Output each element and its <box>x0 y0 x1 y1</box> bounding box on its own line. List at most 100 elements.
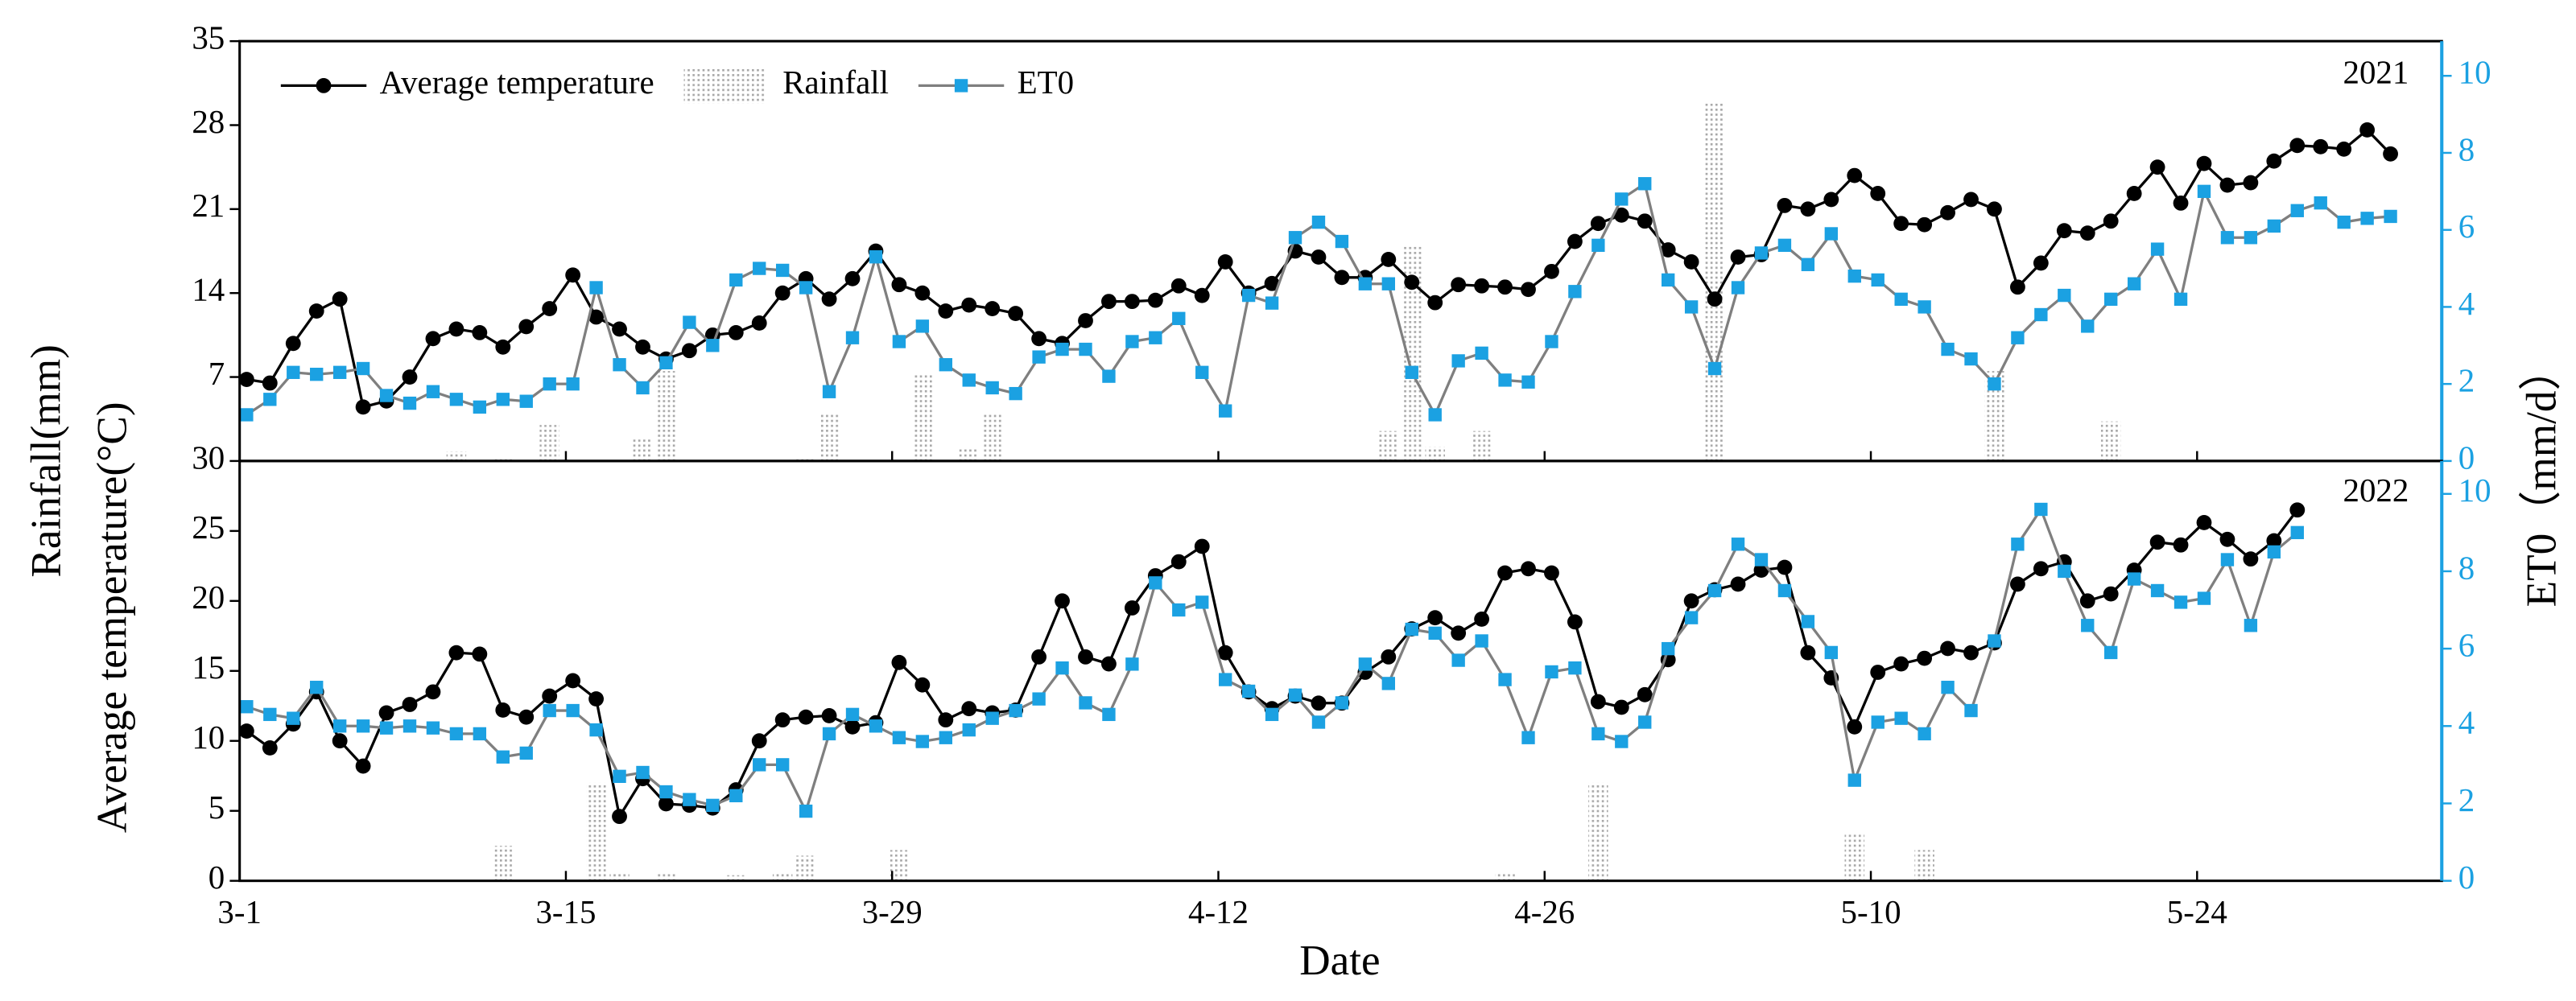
point <box>496 750 510 764</box>
point <box>2174 595 2188 609</box>
point <box>706 339 720 352</box>
y-tick-label: 7 <box>208 356 225 392</box>
point <box>799 804 813 818</box>
point <box>2266 533 2282 549</box>
point <box>2220 553 2235 566</box>
y2-axis-label: ET0（mm/d） <box>2517 348 2565 607</box>
rain-bar <box>493 457 514 461</box>
point <box>1195 365 1209 379</box>
point <box>683 315 696 329</box>
point <box>1941 681 1955 694</box>
point <box>751 315 767 331</box>
rain-bar <box>1378 430 1399 461</box>
point <box>542 301 558 316</box>
point <box>1754 553 1769 566</box>
point <box>495 702 511 718</box>
point <box>775 758 790 772</box>
point <box>2197 184 2211 199</box>
point <box>751 733 767 749</box>
point <box>1777 238 1792 253</box>
point <box>332 733 348 749</box>
point <box>565 267 581 283</box>
point <box>2313 138 2329 154</box>
y-tick-label: 20 <box>192 579 225 616</box>
point <box>1567 233 1583 249</box>
point <box>1637 213 1653 229</box>
point <box>310 681 324 694</box>
point <box>1660 242 1676 257</box>
point <box>1265 296 1279 310</box>
rain-bar <box>1704 103 1725 461</box>
point <box>566 377 580 391</box>
plot-frame <box>238 39 2443 463</box>
point <box>2081 319 2095 333</box>
point <box>565 673 581 689</box>
x-axis-label: Date <box>1299 937 1380 984</box>
point <box>1055 593 1070 609</box>
point <box>1475 346 1488 360</box>
series-line <box>246 506 2298 815</box>
point <box>1032 692 1046 706</box>
point <box>635 339 650 355</box>
point <box>1009 386 1022 401</box>
point <box>2173 537 2189 553</box>
rain-bar <box>609 873 630 881</box>
point <box>1217 254 1233 270</box>
point <box>1731 281 1745 295</box>
point <box>1451 653 1465 667</box>
point <box>1591 727 1605 741</box>
point <box>1545 335 1558 348</box>
point <box>1940 641 1955 657</box>
point <box>1358 277 1373 290</box>
point <box>1381 677 1396 690</box>
point <box>753 758 766 772</box>
point <box>683 793 696 806</box>
point <box>658 796 674 812</box>
point <box>1662 641 1675 656</box>
point <box>2127 572 2141 586</box>
point <box>1917 216 1933 233</box>
point <box>939 358 952 372</box>
point <box>2290 525 2304 540</box>
point <box>1381 277 1396 290</box>
point <box>613 358 626 372</box>
point <box>379 721 394 735</box>
point <box>1428 408 1442 422</box>
point <box>1707 361 1722 376</box>
point <box>1079 342 1092 356</box>
point <box>588 309 605 325</box>
point <box>985 381 999 395</box>
legend-label: Average temperature <box>380 64 654 101</box>
point <box>1638 177 1652 191</box>
point <box>939 731 952 744</box>
rain-bar <box>912 373 933 461</box>
point <box>1498 373 1512 387</box>
rain-bar <box>795 855 816 881</box>
point <box>636 381 650 395</box>
y-tick-label: 30 <box>192 439 225 476</box>
point <box>753 262 766 275</box>
rain-bar <box>493 846 514 881</box>
point <box>1544 263 1559 279</box>
point <box>285 336 301 352</box>
point <box>1590 694 1606 710</box>
point <box>1170 554 1187 570</box>
x-tick-label: 3-1 <box>217 894 262 930</box>
point <box>2081 619 2095 632</box>
point <box>1474 612 1490 627</box>
point <box>2196 515 2212 530</box>
point <box>2243 175 2259 191</box>
point <box>1544 565 1559 581</box>
point <box>659 356 673 370</box>
point <box>589 281 603 295</box>
point <box>821 708 837 723</box>
point <box>1381 252 1397 267</box>
point <box>355 399 371 415</box>
point <box>1497 565 1513 581</box>
point <box>238 372 254 387</box>
point <box>2104 292 2118 307</box>
rain-bar <box>633 437 653 461</box>
point <box>1613 699 1629 715</box>
point <box>355 758 371 774</box>
point <box>1288 688 1302 702</box>
